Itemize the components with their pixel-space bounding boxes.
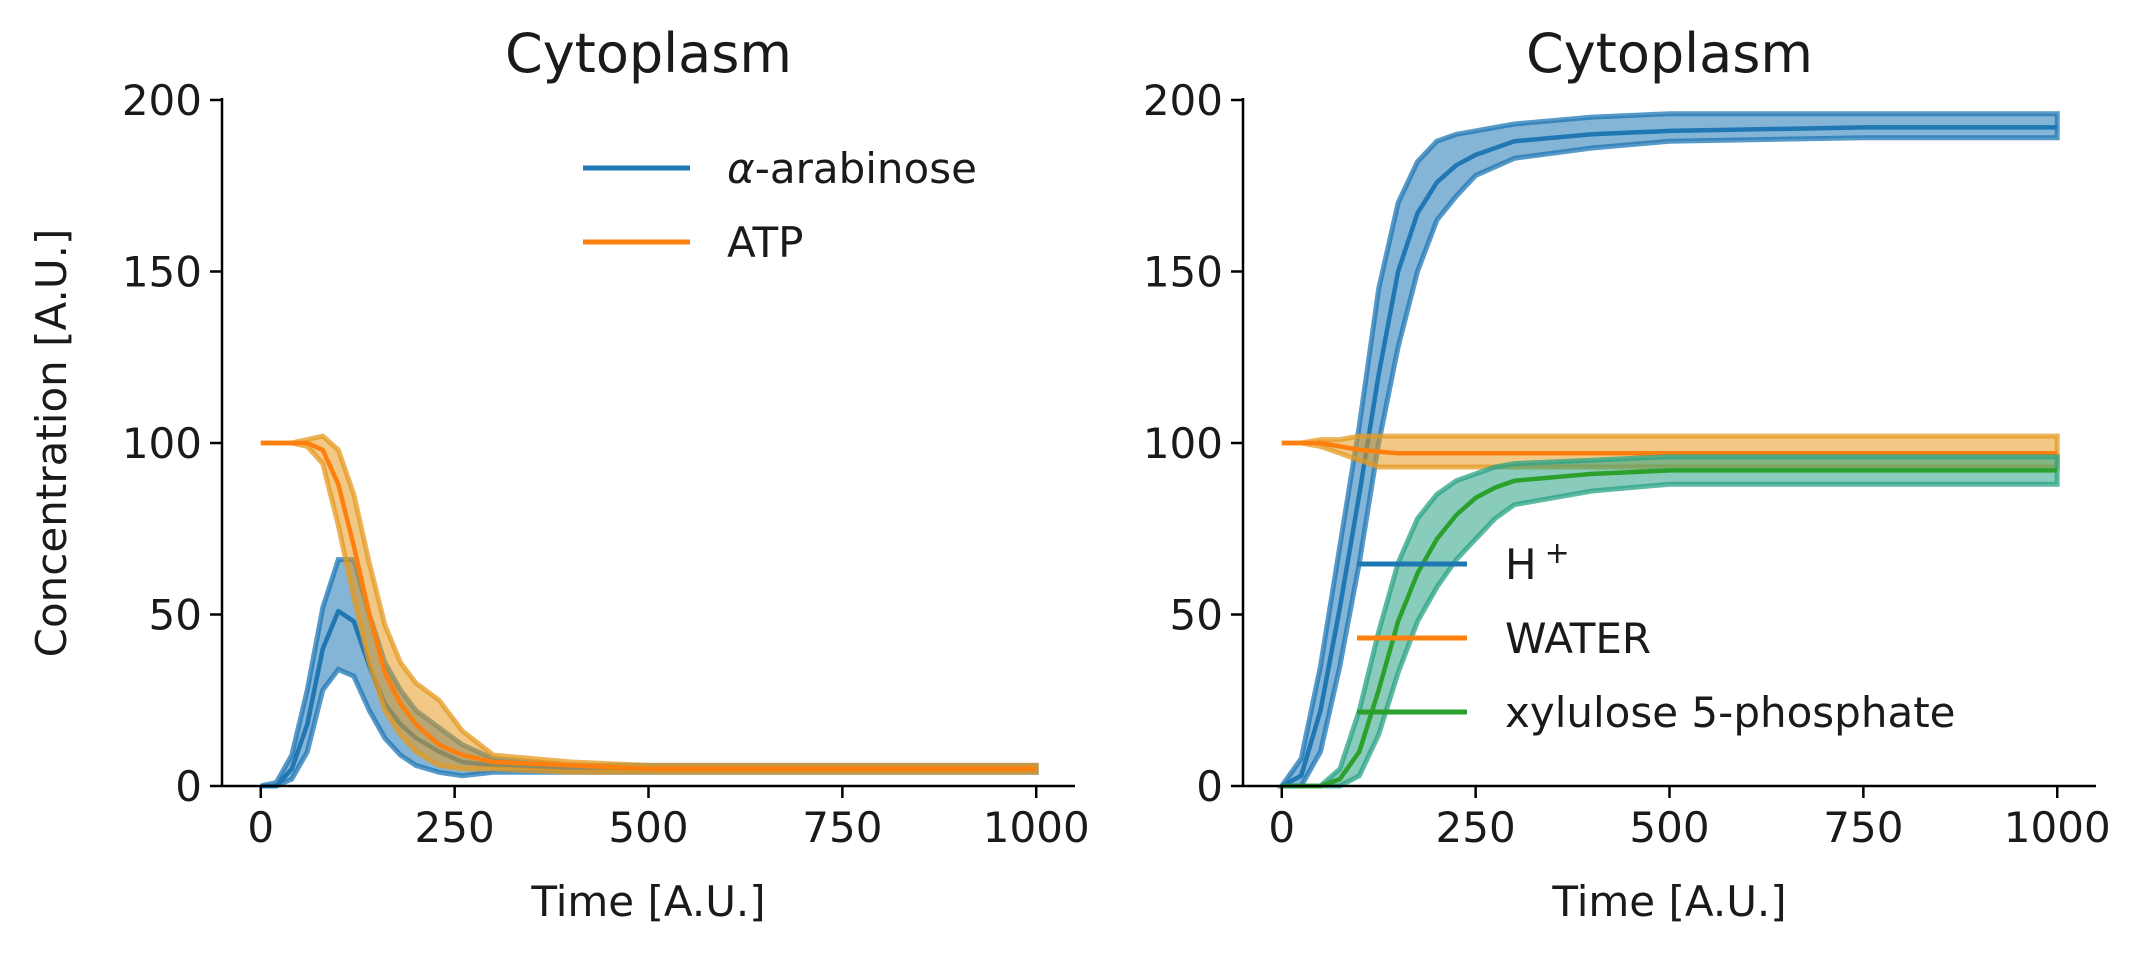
x-tick-label: 750 (802, 803, 882, 852)
x-tick-label: 250 (1436, 803, 1516, 852)
y-axis-label: Concentration [A.U.] (27, 229, 76, 658)
chart-panel-2: Cytoplasm 0 50 100 150 200 0 250 500 750 1000 Time … (1143, 22, 2111, 926)
x-tick-label: 1000 (2004, 803, 2111, 852)
legend-label-rest: -arabinose (755, 144, 977, 193)
legend-label: ATP (727, 218, 803, 267)
chart-title: Cytoplasm (505, 22, 792, 85)
x-tick-label: 1000 (983, 803, 1090, 852)
y-tick-label: 0 (175, 762, 202, 811)
chart-panel-1: Cytoplasm 0 50 100 150 200 0 250 500 750 1000 Time … (27, 22, 1090, 926)
legend-label-text: xylulose 5-phosphate (1505, 688, 1956, 737)
y-tick-label: 0 (1196, 762, 1223, 811)
legend: H + WATER xylulose 5-phosphate (1357, 536, 1956, 737)
series-line (260, 440, 1037, 772)
y-tick-label: 100 (1143, 419, 1223, 468)
legend-label-superscript: + (1545, 536, 1570, 571)
legend-label: WATER (1505, 614, 1651, 663)
x-axis-label: Time [A.U.] (1551, 877, 1786, 926)
legend-label-text: H (1505, 540, 1537, 589)
chart-title: Cytoplasm (1526, 22, 1813, 85)
legend-label: α-arabinose (727, 144, 977, 193)
x-axis-label: Time [A.U.] (530, 877, 765, 926)
y-tick-label: 150 (1143, 248, 1223, 297)
legend: α-arabinose ATP (583, 144, 977, 267)
x-tick-label: 0 (1268, 803, 1295, 852)
legend-label: xylulose 5-phosphate (1505, 688, 1956, 737)
legend-label-greek: α (727, 144, 755, 193)
y-tick-label: 150 (122, 248, 202, 297)
y-tick-label: 50 (149, 591, 202, 640)
legend-label-text: ATP (727, 218, 803, 267)
y-tick-label: 50 (1170, 591, 1223, 640)
series-line (1281, 468, 2058, 789)
series-1 (1276, 111, 2060, 789)
series-line (1281, 440, 2058, 456)
series-2 (260, 433, 1039, 775)
legend-label: H + (1505, 536, 1570, 589)
y-tick-label: 100 (122, 419, 202, 468)
y-tick-label: 200 (1143, 76, 1223, 125)
x-tick-label: 750 (1823, 803, 1903, 852)
x-tick-label: 0 (247, 803, 274, 852)
x-tick-label: 250 (415, 803, 495, 852)
x-tick-label: 500 (608, 803, 688, 852)
series-line (1280, 125, 2058, 788)
x-tick-label: 500 (1629, 803, 1709, 852)
legend-label-text: WATER (1505, 614, 1651, 663)
y-tick-label: 200 (122, 76, 202, 125)
